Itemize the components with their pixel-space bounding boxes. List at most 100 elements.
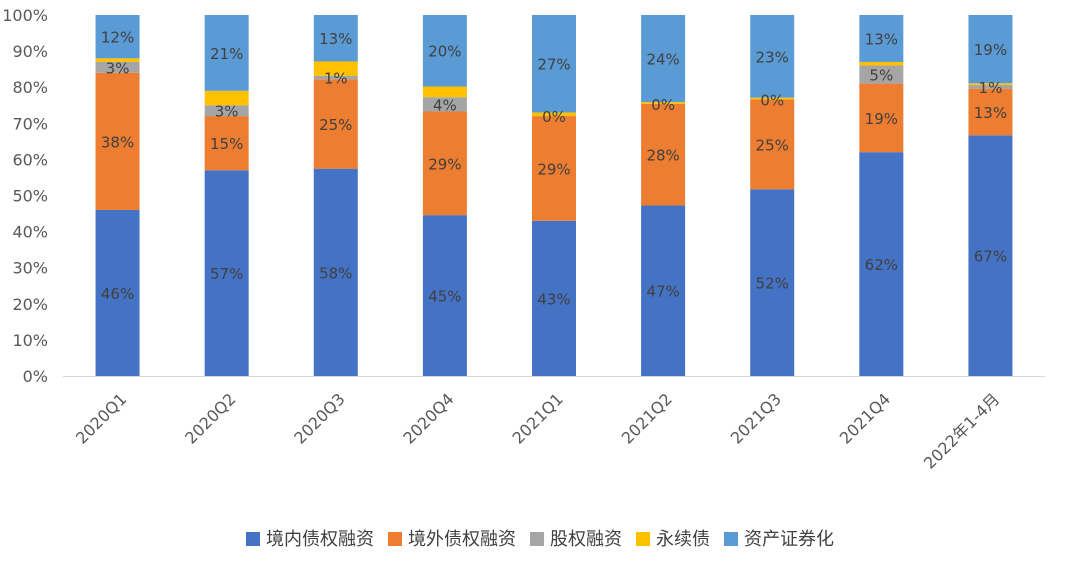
y-tick-label: 100% [2, 6, 48, 25]
bar-segment [313, 61, 358, 76]
data-label: 4% [433, 96, 457, 114]
bar-segment [95, 72, 140, 210]
data-label: 13% [974, 104, 1007, 122]
bar-segment [750, 189, 795, 376]
bar-segment [968, 88, 1013, 136]
y-tick-label: 50% [12, 187, 48, 206]
legend-item: 境外债权融资 [388, 529, 516, 550]
y-tick-label: 30% [12, 259, 48, 278]
bar-segment [750, 15, 795, 98]
bar-segment [204, 105, 249, 117]
legend-label: 境内债权融资 [266, 529, 374, 550]
data-label: 0% [542, 108, 566, 126]
data-label: 45% [428, 288, 461, 306]
data-label: 62% [865, 256, 898, 274]
legend-label: 股权融资 [550, 529, 622, 550]
data-label: 43% [537, 290, 570, 308]
bar-segment [532, 15, 576, 113]
bar-segment [532, 220, 576, 376]
bar-segment [422, 15, 467, 87]
bar-segment [313, 79, 358, 169]
x-tick-label: 2020Q2 [181, 389, 239, 447]
y-tick-label: 40% [12, 223, 48, 242]
data-label: 25% [756, 136, 789, 154]
bar-segment [859, 61, 904, 66]
bar-segment [968, 85, 1013, 89]
y-tick-label: 60% [12, 150, 48, 169]
bar-segment [532, 116, 576, 221]
bar-segment [313, 168, 358, 376]
bar-segment [750, 99, 795, 190]
data-label: 19% [974, 41, 1007, 59]
data-label: 1% [979, 79, 1003, 97]
data-label: 52% [756, 275, 789, 293]
x-tick-label: 2020Q1 [72, 389, 130, 447]
legend-item: 资产证券化 [724, 529, 834, 550]
data-label: 13% [319, 30, 352, 48]
bar-segment [641, 15, 686, 103]
bar-segment [422, 215, 467, 376]
x-tick-label: 2021Q3 [727, 389, 785, 447]
y-tick-label: 90% [12, 42, 48, 61]
x-tick-label: 2021Q4 [836, 389, 894, 447]
legend-swatch [246, 532, 260, 546]
data-label: 12% [101, 29, 134, 47]
bar-segment [313, 75, 358, 80]
data-label: 47% [646, 283, 679, 301]
x-tick-label: 2021Q1 [508, 389, 566, 447]
y-tick-label: 0% [23, 367, 48, 386]
data-label: 28% [646, 147, 679, 165]
bar-segment [204, 15, 249, 91]
data-label: 25% [319, 116, 352, 134]
bar-segment [95, 58, 140, 62]
data-label: 5% [869, 67, 893, 85]
data-labels: 46% 38% 3% 12% 57% 15% 3% 21% 58% 25% 1% 13% 45% 29% 4… [101, 29, 1007, 309]
data-label: 1% [324, 70, 348, 88]
data-label: 57% [210, 265, 243, 283]
data-label: 0% [760, 91, 784, 109]
data-label: 46% [101, 285, 134, 303]
data-label: 19% [865, 110, 898, 128]
bar-segment [859, 152, 904, 376]
y-axis: 0% 10% 20% 30% 40% 50% 60% 70% 80% 90% 100% [2, 6, 48, 386]
bar-segment [204, 116, 249, 171]
data-label: 23% [756, 48, 789, 66]
y-tick-label: 10% [12, 331, 48, 350]
legend-item: 股权融资 [530, 529, 622, 550]
y-tick-label: 20% [12, 295, 48, 314]
bar-segment [204, 170, 249, 376]
legend-swatch [636, 532, 650, 546]
data-label: 67% [974, 248, 1007, 266]
data-label: 29% [428, 155, 461, 173]
bar-segment [313, 15, 358, 62]
data-label: 20% [428, 43, 461, 61]
data-label: 0% [651, 96, 675, 114]
x-tick-label: 2021Q2 [618, 389, 676, 447]
data-label: 24% [646, 51, 679, 69]
data-label: 27% [537, 56, 570, 74]
x-axis: 2020Q1 2020Q2 2020Q3 2020Q4 2021Q1 2021Q2 2021… [72, 389, 1003, 472]
bar-segment [422, 97, 467, 112]
data-label: 3% [106, 59, 130, 77]
y-tick-label: 70% [12, 114, 48, 133]
bar-segment [968, 83, 1013, 86]
x-tick-label: 2020Q3 [290, 389, 348, 447]
bar-segment [641, 102, 686, 104]
legend-label: 资产证券化 [744, 529, 834, 550]
legend-item: 永续债 [636, 529, 710, 550]
bar-segment [532, 112, 576, 117]
legend-label: 境外债权融资 [408, 529, 516, 550]
bar-segment [95, 15, 140, 59]
legend-swatch [724, 532, 738, 546]
bar-segment [422, 86, 467, 98]
x-tick-label: 2020Q4 [399, 389, 457, 447]
bar-segment [95, 61, 140, 73]
bar-segment [422, 111, 467, 216]
x-tick-label: 2022年1-4月 [920, 389, 1003, 472]
data-label: 13% [865, 30, 898, 48]
legend: 境内债权融资 境外债权融资 股权融资 永续债 资产证券化 [246, 529, 834, 550]
y-tick-label: 80% [12, 78, 48, 97]
bar-segment [641, 205, 686, 376]
bar-segment [750, 97, 795, 100]
